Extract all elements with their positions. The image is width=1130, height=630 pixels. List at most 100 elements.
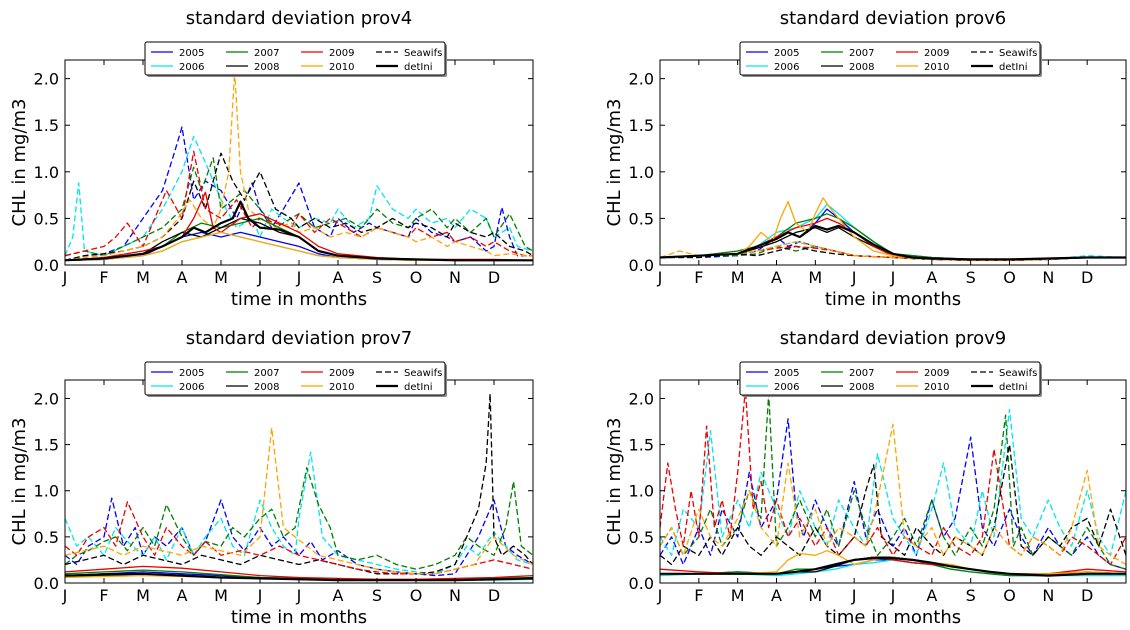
x-tick-label: J (851, 268, 857, 287)
x-axis-label: time in months (825, 607, 961, 628)
y-tick-label: 0.5 (629, 528, 654, 547)
legend-label: 2005 (774, 368, 799, 379)
legend-label: 2009 (924, 48, 949, 59)
x-tick-label: J (296, 268, 302, 287)
legend-label: 2005 (179, 48, 204, 59)
x-tick-label: O (410, 586, 423, 605)
solid-series-2009 (660, 556, 1126, 575)
x-tick-label: N (449, 268, 461, 287)
legend-label: Seawifs (999, 48, 1037, 59)
x-tick-label: N (449, 586, 461, 605)
x-tick-label: A (771, 268, 782, 287)
y-tick-label: 1.5 (34, 116, 59, 135)
x-tick-label: D (1081, 586, 1093, 605)
dashed-series-2005 (660, 418, 1126, 570)
x-tick-label: M (808, 586, 822, 605)
y-tick-label: 0.5 (34, 528, 59, 547)
x-tick-label: J (62, 268, 68, 287)
x-tick-label: O (1003, 586, 1016, 605)
y-tick-label: 2.0 (34, 70, 59, 89)
legend-label: detIni (404, 62, 433, 73)
chart-panel-1: standard deviation prov4 0.0 0.5 1.0 1.5 2.0 J… (9, 8, 534, 310)
y-tick-label: 0.0 (34, 574, 59, 593)
legend: 2005 2006 2007 2008 2009 2010 Seawifs detIni (144, 41, 447, 77)
legend-label: 2007 (254, 48, 279, 59)
x-tick-label: O (410, 268, 423, 287)
y-tick-label: 1.0 (629, 482, 654, 501)
y-tick-label: 1.0 (34, 163, 59, 182)
x-tick-label: J (257, 268, 263, 287)
y-tick-label: 2.0 (629, 70, 654, 89)
x-tick-label: A (177, 586, 188, 605)
legend-label: 2009 (329, 368, 354, 379)
x-tick-label: J (657, 268, 663, 287)
y-axis-label: CHL in mg/m3 (604, 99, 625, 227)
x-tick-label: N (1042, 268, 1054, 287)
x-tick-label: D (1081, 268, 1093, 287)
y-tick-label: 0.0 (34, 256, 59, 275)
legend-label: Seawifs (404, 368, 442, 379)
chart-title: standard deviation prov7 (186, 328, 413, 349)
solid-series-2010 (660, 197, 1126, 261)
dashed-series-2009 (65, 501, 533, 575)
legend: 2005 2006 2007 2008 2009 2010 Seawifs detIni (144, 361, 447, 397)
legend-label: Seawifs (999, 368, 1037, 379)
x-axis-label: time in months (231, 289, 367, 310)
x-tick-label: J (257, 586, 263, 605)
x-tick-label: F (99, 586, 108, 605)
axes-frame (659, 59, 1127, 266)
x-tick-label: M (731, 586, 745, 605)
dashed-series-2008 (660, 443, 1126, 566)
y-tick-label: 0.0 (629, 256, 654, 275)
legend-label: 2006 (774, 382, 799, 393)
legend-label: Seawifs (404, 48, 442, 59)
legend-label: 2007 (849, 48, 874, 59)
x-tick-label: F (99, 268, 108, 287)
legend-label: 2010 (329, 382, 354, 393)
dashed-series-2009 (65, 150, 533, 257)
chart-title: standard deviation prov6 (780, 8, 1007, 29)
series-group (660, 197, 1126, 261)
x-tick-label: F (694, 586, 703, 605)
legend-label: detIni (404, 382, 433, 393)
legend-box (144, 41, 446, 76)
dashed-series-2010 (660, 423, 1126, 566)
y-tick-label: 1.5 (629, 436, 654, 455)
legend-label: 2010 (329, 62, 354, 73)
y-tick-label: 1.5 (629, 116, 654, 135)
x-tick-label: J (62, 586, 68, 605)
x-tick-label: J (890, 586, 896, 605)
x-tick-label: M (136, 268, 150, 287)
x-tick-label: D (488, 586, 500, 605)
x-tick-label: J (851, 586, 857, 605)
y-tick-label: 2.0 (629, 389, 654, 408)
dashed-series-2010 (65, 427, 533, 575)
x-tick-label: M (214, 586, 228, 605)
legend-label: detIni (999, 382, 1028, 393)
x-tick-label: M (731, 268, 745, 287)
y-tick-label: 1.0 (629, 163, 654, 182)
x-axis-label: time in months (825, 289, 961, 310)
chart-title: standard deviation prov4 (186, 8, 413, 29)
dashed-series-2009 (660, 388, 1126, 566)
dashed-series-2008 (65, 393, 533, 575)
x-tick-label: A (333, 268, 344, 287)
solid-series-detIni (660, 224, 1126, 261)
legend-label: detIni (999, 62, 1028, 73)
x-tick-label: M (136, 586, 150, 605)
legend-label: 2006 (774, 62, 799, 73)
legend-label: 2007 (849, 368, 874, 379)
legend-label: 2006 (179, 382, 204, 393)
x-tick-label: A (926, 586, 937, 605)
legend-label: 2009 (924, 368, 949, 379)
x-tick-label: S (966, 268, 976, 287)
legend-label: 2005 (774, 48, 799, 59)
x-tick-label: A (177, 268, 188, 287)
x-tick-label: J (296, 586, 302, 605)
dashed-series-2005 (660, 236, 1126, 261)
dashed-series-2008 (65, 152, 533, 261)
legend-label: 2010 (924, 62, 949, 73)
chart-panel-3: standard deviation prov7 0.0 0.5 1.0 1.5 2.0 J… (9, 328, 534, 628)
y-tick-label: 0.5 (34, 209, 59, 228)
